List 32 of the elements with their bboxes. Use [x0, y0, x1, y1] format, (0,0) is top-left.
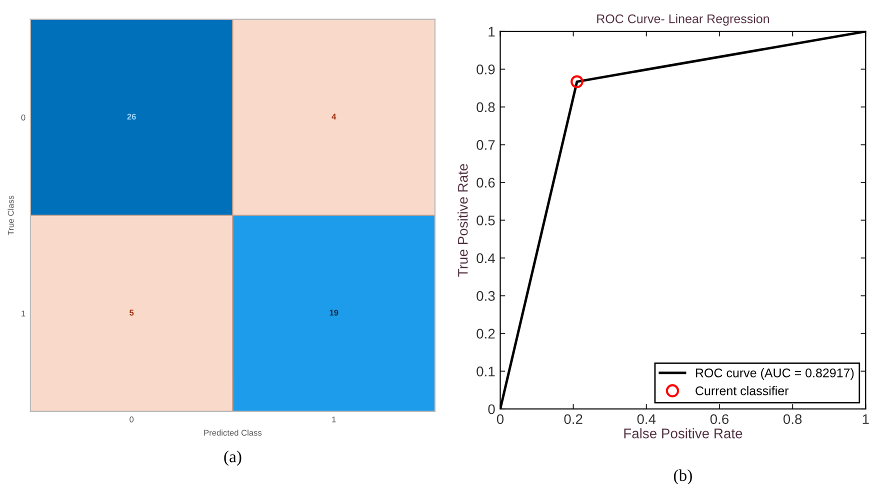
x-axis-title: Predicted Class [204, 430, 262, 436]
y-tick-label: 0.4 [476, 253, 495, 264]
x-axis-title: False Positive Rate [624, 428, 742, 438]
y-tick-label: 0.1 [476, 366, 495, 376]
y-tick-label: 0 [488, 404, 495, 414]
y-tick-label: 0.3 [476, 291, 495, 301]
text: (b) [674, 469, 692, 484]
x-tick-label: 0.8 [783, 414, 802, 424]
y-axis-title: True Class [8, 196, 14, 236]
x-tick-label: 0.4 [637, 414, 656, 424]
x-tick-label: 1 [862, 414, 869, 424]
data-label: 5 [130, 310, 134, 316]
data-label: 19 [330, 310, 338, 316]
y-tick-label: 0.5 [476, 216, 495, 226]
y-tick-label: 0.9 [476, 64, 495, 74]
text: (a) [224, 450, 242, 466]
x-tick-label: 0.6 [710, 414, 729, 424]
y-tick-label: 0.7 [476, 140, 495, 150]
legend-label: Current classifier [696, 386, 789, 396]
chart-title: ROC Curve- Linear Regression [597, 14, 769, 26]
y-axis-title: True Positive Rate [458, 164, 468, 277]
x-tick-label: 0 [496, 414, 504, 424]
x-tick-label: 1 [332, 416, 336, 422]
x-tick-label: 0.2 [564, 414, 582, 424]
data-label: 4 [332, 114, 336, 120]
y-tick-label: 0.8 [476, 102, 495, 112]
y-tick-label: 0.2 [476, 328, 495, 339]
data-label: 26 [127, 114, 136, 120]
y-tick-label: 0.6 [476, 178, 495, 188]
legend-label: ROC curve (AUC = 0.82917) [696, 368, 854, 380]
x-tick-label: 0 [130, 416, 134, 422]
y-tick-label: 1 [488, 26, 495, 36]
